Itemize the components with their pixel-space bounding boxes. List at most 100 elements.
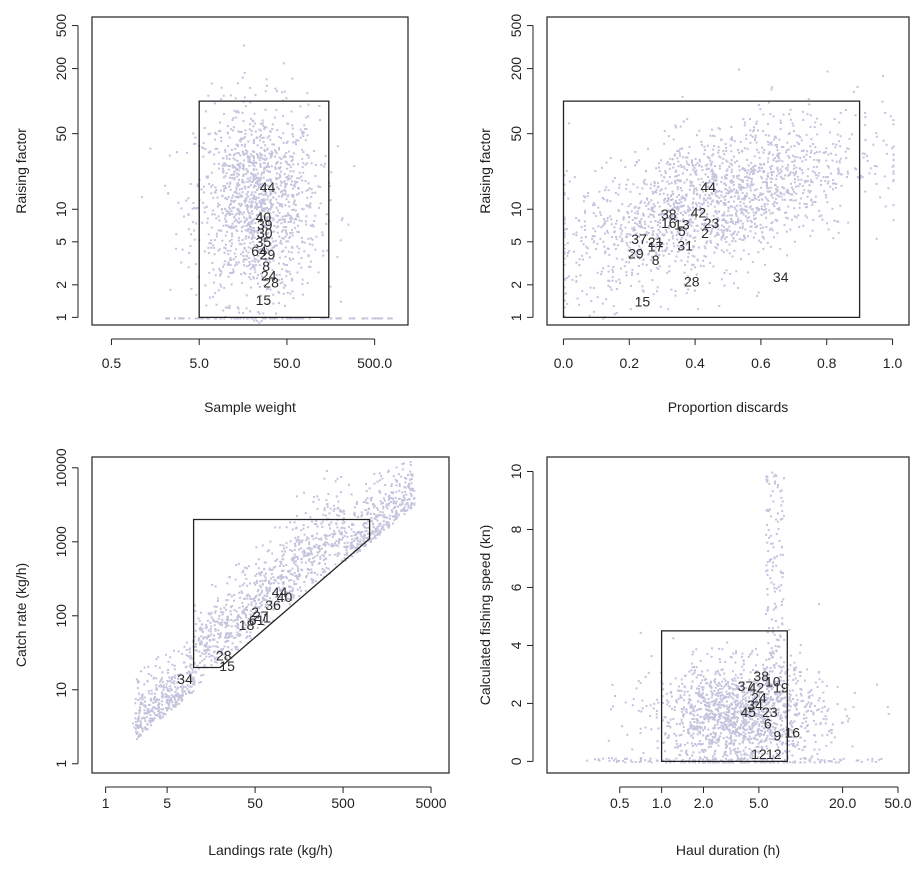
observation-point [621,240,624,243]
observation-point [687,152,690,155]
observation-point [310,195,313,198]
observation-point [334,553,337,556]
observation-point [320,537,323,540]
observation-point [222,265,224,268]
observation-point [741,168,744,171]
observation-point [722,150,725,153]
observation-point [845,157,848,160]
observation-point [247,619,250,622]
observation-point [241,181,244,184]
observation-point [821,218,824,221]
point-label: 2 [701,225,709,241]
observation-point [733,140,736,143]
observation-point [622,218,625,221]
observation-point [212,295,214,298]
observation-point [776,149,779,152]
observation-point [341,526,344,529]
observation-point [284,595,287,598]
observation-point [309,224,312,227]
observation-point [618,186,621,189]
observation-point [615,288,618,290]
observation-point [217,289,220,292]
observation-point [204,110,207,113]
observation-point [228,593,231,596]
observation-point [180,673,183,676]
observation-point [774,183,777,186]
observation-point [263,618,265,621]
observation-point [268,567,271,570]
observation-point [638,235,641,238]
observation-point [649,242,652,245]
observation-point [234,264,237,267]
observation-point [753,172,756,175]
observation-point [640,217,643,220]
observation-point [814,121,817,124]
observation-point [380,502,383,505]
observation-point [324,544,327,546]
observation-point [563,191,566,194]
observation-point [134,702,137,705]
observation-point [814,146,817,149]
observation-point [273,116,276,119]
observation-point [261,225,264,228]
observation-point [185,654,188,657]
observation-point [261,571,263,573]
observation-point [275,591,278,594]
observation-point [680,205,683,208]
observation-point [167,317,170,320]
observation-point [289,597,292,600]
observation-point [297,224,299,227]
observation-point [693,228,696,231]
observation-point [607,189,610,192]
observation-point [275,162,277,165]
observation-point [305,215,308,218]
observation-point [844,109,847,111]
observation-point [252,176,255,179]
observation-point [376,525,379,528]
observation-point [190,667,193,670]
observation-point [190,676,193,679]
observation-point [387,504,390,507]
observation-point [254,93,257,96]
observation-point [392,475,395,478]
observation-point [258,241,261,243]
observation-point [685,243,688,246]
observation-point [193,635,196,638]
observation-point [267,179,270,182]
observation-point [645,233,648,236]
observation-point [659,213,662,216]
observation-point [259,166,262,168]
observation-point [188,673,191,676]
observation-point [793,191,795,193]
observation-point [335,522,338,525]
observation-point [629,308,632,311]
observation-point [670,231,673,233]
observation-point [284,235,287,238]
observation-point [406,502,409,505]
observation-point [245,180,248,183]
observation-point [333,533,336,536]
observation-point [772,153,774,156]
observation-point [655,167,658,170]
point-label: 24 [261,267,277,283]
observation-point [229,182,232,185]
observation-point [382,526,384,529]
observation-point [245,595,248,597]
observation-point [674,290,677,292]
observation-point [278,565,281,567]
observation-point [715,212,718,215]
observation-point [777,169,779,172]
observation-point [288,591,291,594]
observation-point [756,295,759,297]
observation-point [630,210,633,213]
observation-point [258,312,261,315]
observation-point [189,183,192,185]
observation-point [737,286,739,289]
observation-point [675,216,678,219]
observation-point [656,224,659,227]
observation-point [733,230,736,233]
observation-point [239,140,242,143]
observation-point [295,574,298,577]
observation-point [186,672,188,674]
observation-point [282,553,285,556]
